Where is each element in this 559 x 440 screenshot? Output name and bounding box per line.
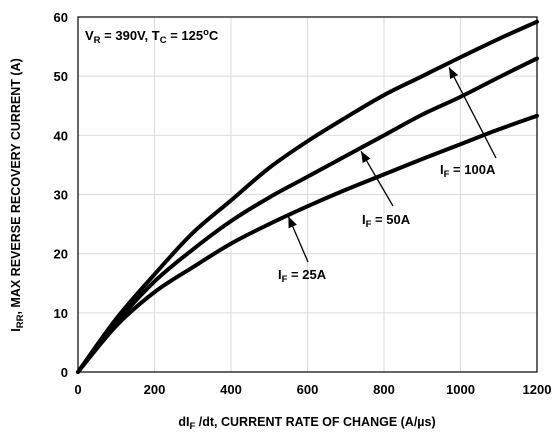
x-tick-label: 600 [297,382,319,397]
plot-frame [77,16,538,373]
callouts: IF = 100A IF = 50A IF = 25A [278,66,497,285]
y-axis-label: IRR, MAX REVERSE RECOVERY CURRENT (A) [9,58,26,332]
y-tick-label: 20 [54,247,68,262]
series-label-100a: IF = 100A [440,162,496,180]
series-line-25a [76,113,539,374]
y-tick-label: 50 [54,69,68,84]
x-tick-label: 1000 [446,382,475,397]
x-tick-label: 1200 [523,382,552,397]
x-tick-label: 0 [74,382,81,397]
callout-arrowhead-25a [288,216,297,229]
x-axis-label: dIF /dt, CURRENT RATE OF CHANGE (A/µs) [178,415,435,432]
y-tick-label: 0 [61,365,68,380]
x-tick-label: 400 [220,382,242,397]
series-line-100a [76,19,539,374]
y-tick-label: 60 [54,10,68,25]
series-label-25a: IF = 25A [278,267,327,285]
grid [78,17,537,372]
x-tick-label: 200 [144,382,166,397]
y-tick-label: 10 [54,306,68,321]
callout-arrowhead-100a [449,67,459,80]
callout-line-100a [448,66,497,159]
y-tick-label: 40 [54,128,68,143]
series-group [76,19,539,374]
tick-labels: 0 200 400 600 800 1000 1200 0 10 20 30 40 50 60 [54,10,552,397]
series-label-50a: IF = 50A [362,212,411,230]
x-tick-label: 800 [373,382,395,397]
y-tick-label: 30 [54,188,68,203]
callout-arrowhead-50a [361,151,371,164]
condition-annotation: VR = 390V, TC = 125oC [85,27,219,46]
series-line-50a [76,56,539,374]
